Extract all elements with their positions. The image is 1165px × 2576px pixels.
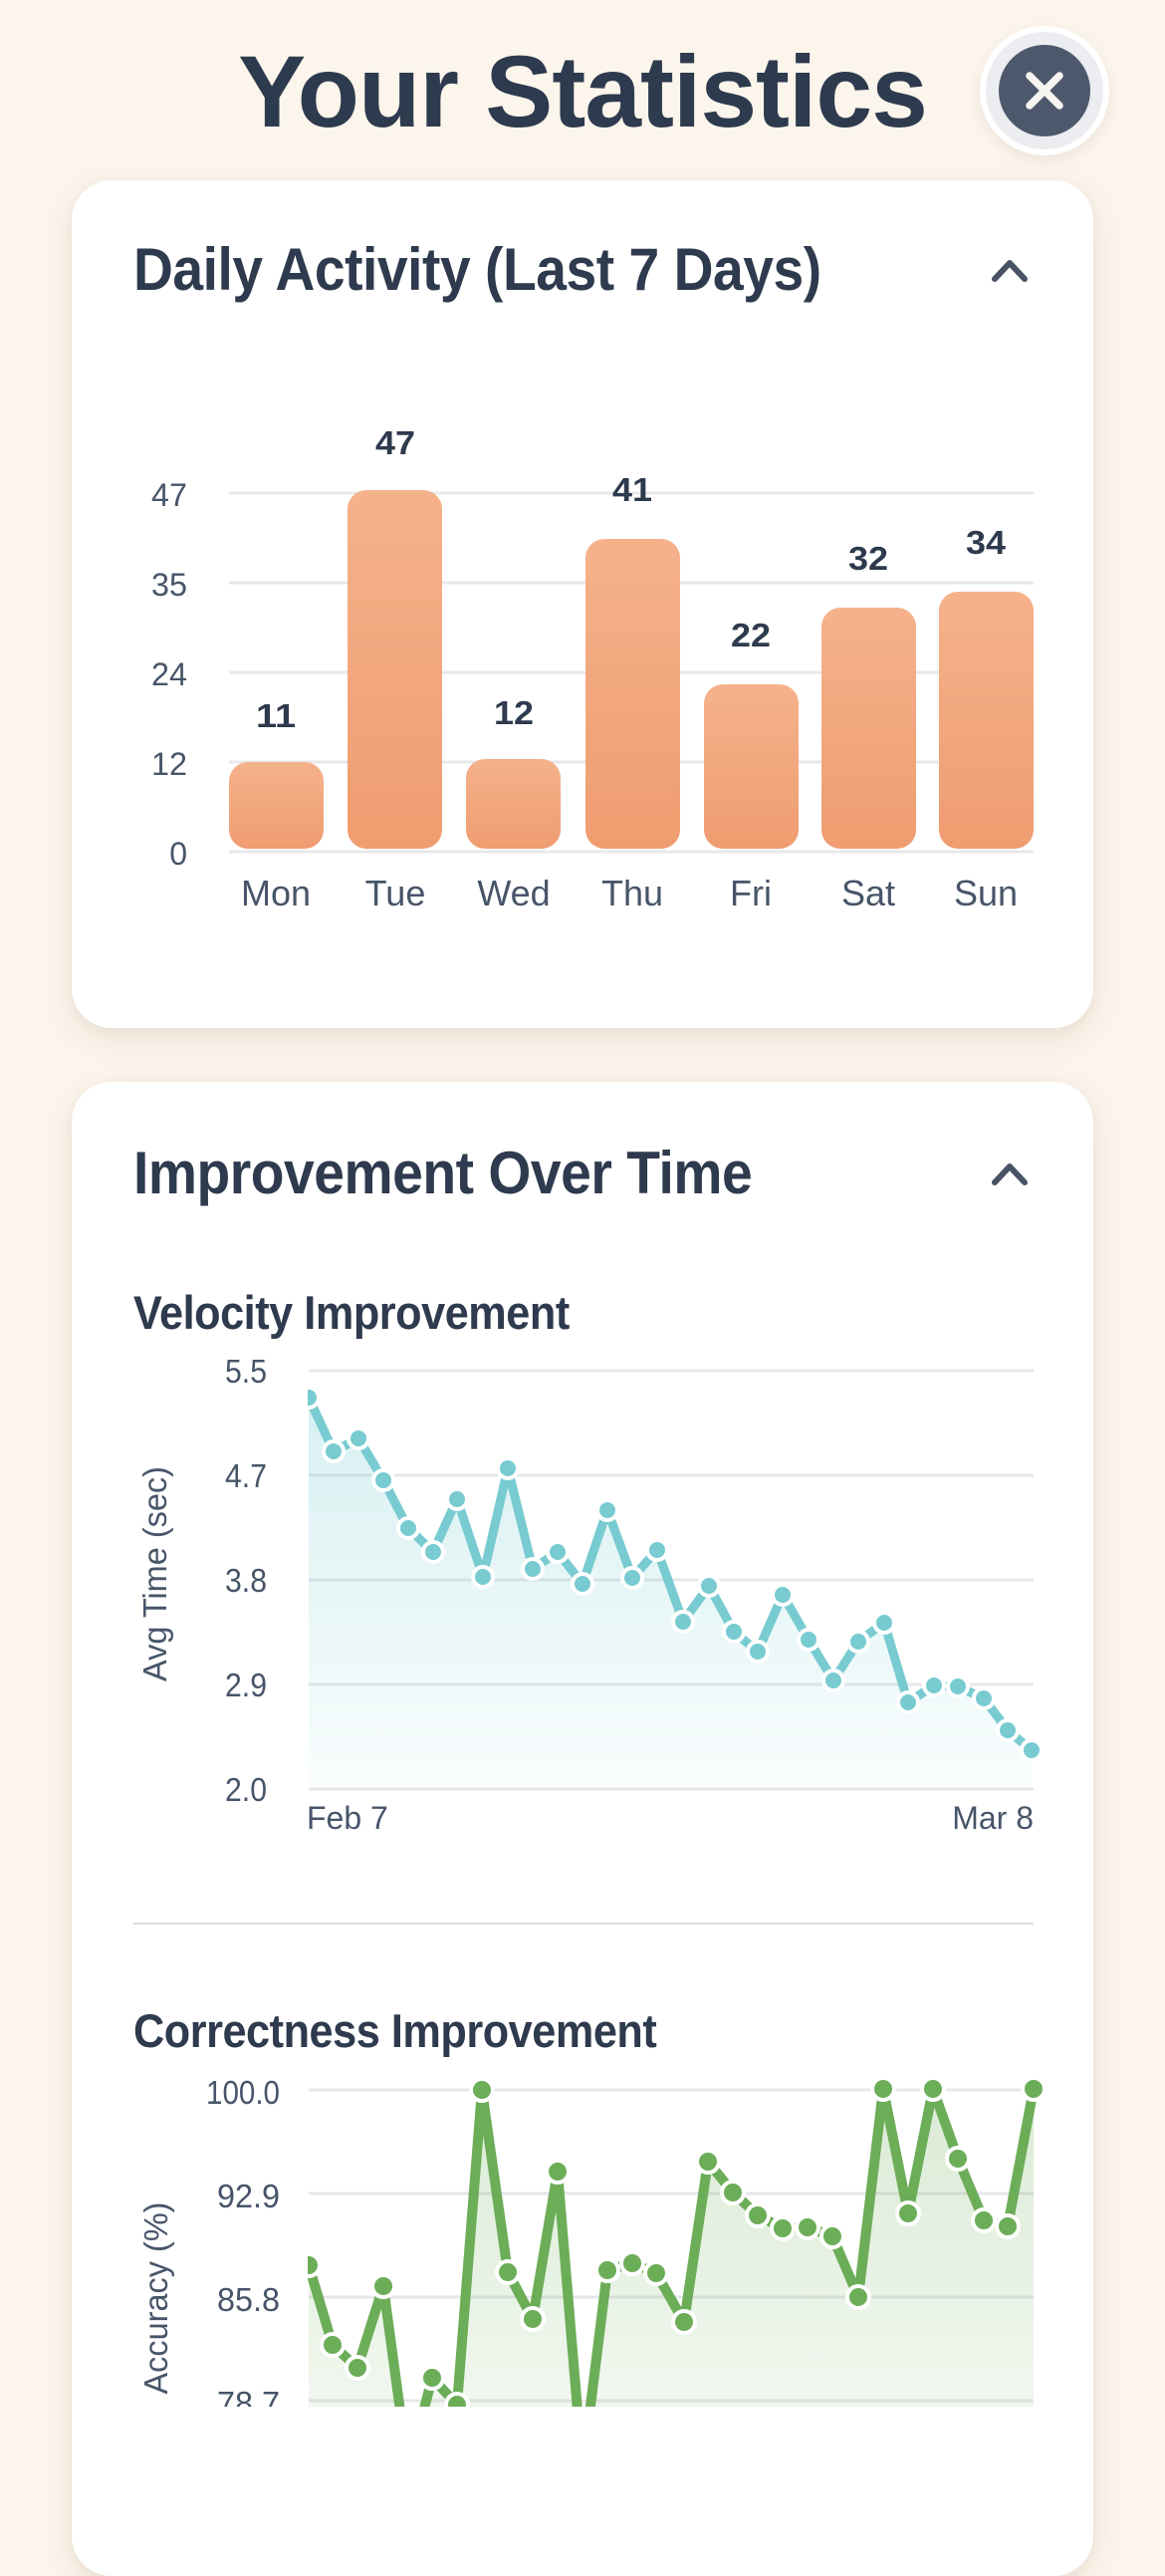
svg-text:24: 24	[151, 656, 187, 692]
svg-text:4.7: 4.7	[225, 1457, 267, 1494]
svg-text:85.8: 85.8	[217, 2281, 280, 2318]
svg-text:Fri: Fri	[730, 873, 772, 913]
svg-text:Wed: Wed	[477, 873, 550, 913]
svg-text:3.8: 3.8	[225, 1562, 267, 1599]
svg-text:Sat: Sat	[841, 873, 895, 913]
svg-text:92.9: 92.9	[217, 2178, 280, 2214]
svg-text:47: 47	[151, 477, 187, 513]
svg-text:2.0: 2.0	[225, 1771, 267, 1808]
svg-text:35: 35	[151, 567, 187, 603]
svg-text:Thu: Thu	[601, 873, 663, 913]
svg-text:34: 34	[966, 524, 1007, 561]
svg-text:78.7: 78.7	[217, 2385, 280, 2407]
svg-text:47: 47	[375, 424, 415, 461]
svg-text:Mon: Mon	[241, 873, 311, 913]
svg-text:41: 41	[612, 471, 652, 508]
svg-text:12: 12	[151, 746, 187, 782]
svg-text:Tue: Tue	[365, 873, 426, 913]
svg-text:11: 11	[256, 697, 296, 734]
svg-text:0: 0	[169, 836, 187, 872]
svg-text:100.0: 100.0	[206, 2074, 280, 2111]
svg-text:Mar 8: Mar 8	[952, 1800, 1034, 1836]
svg-text:22: 22	[731, 617, 771, 653]
svg-text:32: 32	[848, 540, 888, 577]
svg-text:2.9: 2.9	[225, 1667, 267, 1703]
svg-text:Sun: Sun	[954, 873, 1018, 913]
svg-text:Accuracy (%): Accuracy (%)	[137, 2202, 174, 2395]
svg-text:12: 12	[494, 694, 534, 731]
svg-text:Avg Time (sec): Avg Time (sec)	[136, 1466, 173, 1681]
svg-text:5.5: 5.5	[225, 1353, 267, 1390]
svg-text:Feb 7: Feb 7	[307, 1800, 388, 1836]
